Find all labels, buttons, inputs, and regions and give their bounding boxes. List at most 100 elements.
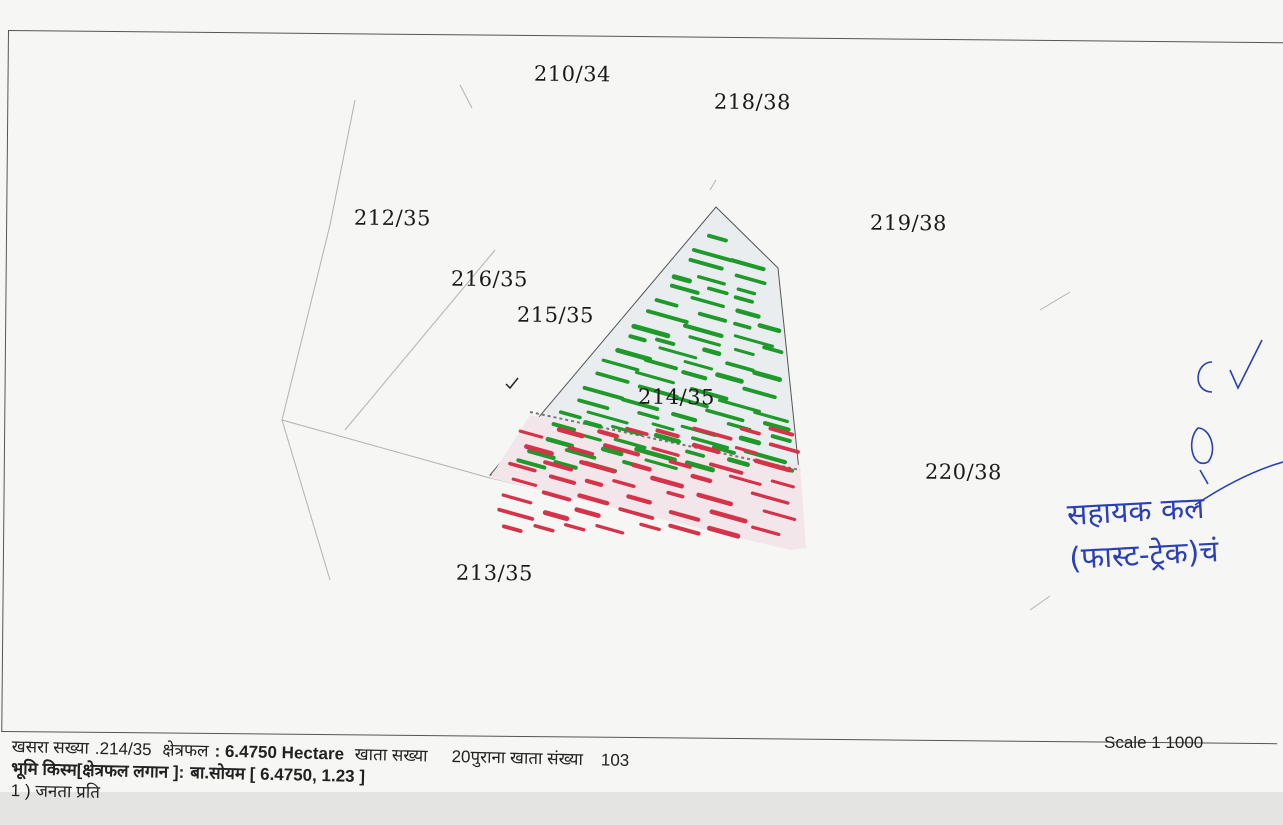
hatch-stroke bbox=[706, 233, 728, 243]
signature-stroke bbox=[1194, 461, 1283, 506]
hatch-stroke bbox=[668, 523, 701, 536]
map-sheet: 210/34 218/38 212/35 219/38 216/35 215/3… bbox=[0, 0, 1283, 802]
hatch-stroke bbox=[733, 295, 754, 304]
hatch-stroke bbox=[709, 509, 748, 524]
hatch-stroke bbox=[542, 510, 570, 522]
plot-label-218-38: 218/38 bbox=[713, 89, 792, 115]
boundary-line bbox=[281, 419, 491, 479]
hatch-stroke bbox=[668, 510, 701, 522]
hatch-stroke bbox=[753, 458, 792, 473]
hatch-stroke bbox=[708, 462, 744, 475]
hatch-stroke bbox=[739, 426, 761, 436]
hatch-stroke bbox=[501, 493, 533, 505]
hatch-stroke bbox=[715, 372, 744, 384]
hatch-stroke bbox=[582, 433, 602, 442]
check-mark bbox=[505, 377, 519, 390]
boundary-line bbox=[1029, 595, 1051, 611]
hatch-stroke bbox=[733, 334, 775, 348]
hatch-stroke bbox=[541, 490, 572, 502]
hatch-stroke bbox=[690, 473, 713, 484]
hatch-stroke bbox=[579, 459, 617, 474]
khata-label: खाता सख्या bbox=[354, 744, 428, 766]
hatch-stroke bbox=[750, 491, 790, 505]
hatch-stroke bbox=[508, 461, 537, 473]
hatch-stroke bbox=[595, 371, 630, 384]
hatch-stroke bbox=[545, 436, 575, 449]
signature-scribble bbox=[1190, 339, 1283, 506]
hatch-stroke bbox=[736, 287, 757, 296]
hatch-stroke bbox=[628, 334, 647, 343]
hatch-stroke bbox=[682, 323, 724, 339]
hatch-stroke bbox=[688, 335, 721, 347]
hatch-stroke bbox=[689, 387, 729, 401]
hatch-stroke bbox=[669, 283, 700, 295]
hatch-stroke bbox=[728, 474, 762, 486]
khasra-value: .214/35 bbox=[94, 738, 152, 760]
plot-label-219-38: 219/38 bbox=[869, 210, 948, 236]
hatch-stroke bbox=[757, 323, 782, 334]
hatch-stroke bbox=[511, 477, 538, 487]
hatch-stroke bbox=[752, 370, 783, 382]
hatch-stroke bbox=[688, 257, 724, 271]
hatch-stroke bbox=[726, 457, 750, 467]
plot-label-212-35: 212/35 bbox=[353, 205, 432, 231]
hatch-stroke bbox=[533, 524, 555, 533]
hatch-stroke bbox=[650, 475, 684, 489]
plot-label-213-35: 213/35 bbox=[455, 560, 534, 586]
hatch-stroke bbox=[501, 524, 523, 533]
hatch-stroke bbox=[643, 358, 678, 371]
hatch-stroke bbox=[655, 337, 676, 346]
hatch-stroke bbox=[691, 442, 721, 455]
khasra-label: खसरा सख्या bbox=[11, 736, 90, 758]
plot-label-214-35: 214/35 bbox=[637, 384, 716, 410]
hatch-stroke bbox=[563, 523, 586, 532]
plot-label-210-34: 210/34 bbox=[533, 61, 612, 87]
hatch-stroke bbox=[683, 360, 714, 371]
officer-stamp: सहायक कल (फास्ट-ट्रेक)चं bbox=[1066, 486, 1220, 582]
land-type-value: बा.सोयम [ 6.4750, 1.23 ] bbox=[190, 763, 366, 787]
hatch-stroke bbox=[583, 420, 603, 429]
hatch-stroke bbox=[666, 490, 685, 499]
hatch-stroke bbox=[626, 494, 652, 505]
hatch-stroke bbox=[671, 274, 692, 284]
hatch-stroke bbox=[691, 248, 733, 263]
hatch-stroke bbox=[625, 426, 649, 437]
hatch-stroke bbox=[658, 346, 698, 360]
old-khata-label: पुराना खाता संख्या bbox=[470, 747, 584, 769]
footer-partial-text: 1 ) जनता प्रति bbox=[10, 780, 101, 803]
land-type-label: भूमि किस्म[क्षेत्रफल लगान ]: bbox=[11, 758, 185, 782]
hatch-stroke bbox=[551, 422, 577, 432]
hatch-stroke bbox=[527, 448, 556, 461]
hatch-stroke bbox=[577, 398, 610, 411]
hatch-stroke bbox=[696, 492, 734, 507]
hatch-stroke bbox=[734, 446, 757, 455]
hatch-stroke bbox=[733, 321, 752, 330]
hatch-stroke bbox=[742, 386, 777, 400]
plot-label-216-35: 216/35 bbox=[450, 266, 529, 292]
khata-value: 20 bbox=[451, 746, 471, 767]
hatch-stroke bbox=[651, 422, 675, 432]
hatch-stroke bbox=[597, 429, 619, 439]
hatch-stroke bbox=[634, 446, 677, 463]
boundary-line bbox=[329, 99, 356, 226]
signature-stroke bbox=[1229, 339, 1263, 390]
boundary-line bbox=[281, 419, 331, 581]
hatch-stroke bbox=[621, 397, 660, 412]
hatch-stroke bbox=[564, 448, 597, 460]
hatch-stroke bbox=[577, 493, 610, 506]
plot-label-220-38: 220/38 bbox=[924, 459, 1003, 485]
hatch-stroke bbox=[753, 410, 789, 424]
signature-stroke bbox=[1190, 427, 1214, 465]
hatch-stroke bbox=[762, 509, 797, 522]
hatch-stroke bbox=[615, 347, 653, 362]
hatch-stroke bbox=[735, 308, 761, 319]
hatch-stroke bbox=[603, 443, 641, 457]
hatch-stroke bbox=[637, 384, 679, 399]
hatch-stroke bbox=[690, 436, 730, 450]
boundary-line bbox=[709, 179, 717, 191]
hatch-stroke bbox=[762, 421, 791, 432]
hatch-stroke bbox=[653, 432, 682, 444]
hatch-stroke bbox=[601, 358, 640, 372]
hatch-stroke bbox=[684, 460, 715, 473]
hatch-stroke bbox=[685, 449, 706, 458]
